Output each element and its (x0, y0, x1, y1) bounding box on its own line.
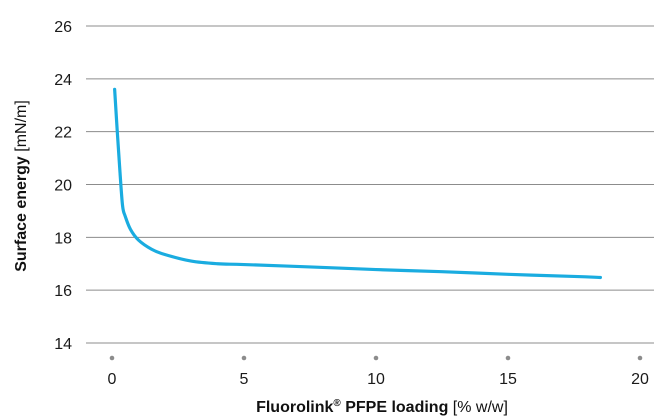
y-tick-label: 24 (54, 72, 72, 89)
x-tick-label: 0 (108, 371, 117, 388)
y-tick-label: 14 (54, 336, 72, 353)
horizontal-gridlines (86, 25, 654, 344)
x-axis-tick-labels: 0 5 10 15 20 (108, 371, 649, 388)
y-tick-label: 20 (54, 178, 72, 195)
x-tick-dot (373, 355, 379, 361)
y-tick-label: 18 (54, 230, 72, 247)
x-tick-dot (637, 355, 643, 361)
x-tick-dot (505, 355, 511, 361)
y-tick-label: 22 (54, 125, 72, 142)
x-tick-dot (241, 355, 247, 361)
series-line (113, 87, 602, 280)
x-tick-label: 20 (631, 371, 649, 388)
x-axis-title: Fluorolink® PFPE loading [% w/w] (256, 398, 508, 416)
y-axis-title: Surface energy [mN/m] (13, 100, 30, 272)
x-axis-tick-marks (109, 355, 643, 361)
x-tick-label: 15 (499, 371, 517, 388)
y-tick-label: 16 (54, 283, 72, 300)
x-tick-dot (109, 355, 115, 361)
y-axis-tick-labels: 14 16 18 20 22 24 26 (54, 19, 72, 353)
x-tick-label: 5 (240, 371, 249, 388)
y-tick-label: 26 (54, 19, 72, 36)
x-tick-label: 10 (367, 371, 385, 388)
